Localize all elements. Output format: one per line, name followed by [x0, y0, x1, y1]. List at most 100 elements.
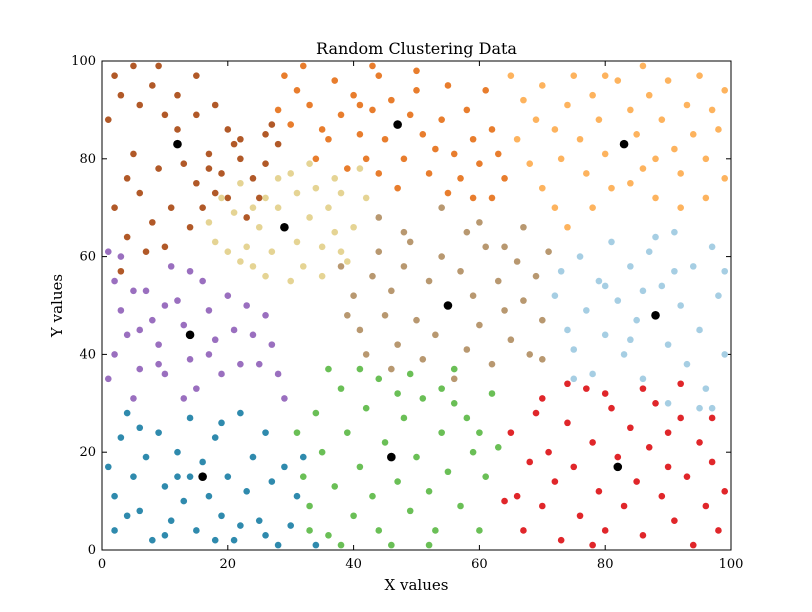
centroid-marker-cluster-4 [280, 222, 289, 232]
data-point-cluster-8 [211, 536, 219, 544]
data-point-cluster-8 [218, 512, 225, 520]
data-point-cluster-5 [406, 238, 414, 246]
data-point-cluster-7 [268, 341, 276, 348]
data-point-cluster-2 [444, 82, 452, 89]
data-point-cluster-2 [287, 121, 295, 128]
data-point-cluster-2 [375, 170, 383, 177]
data-point-cluster-5 [501, 243, 508, 251]
data-point-cluster-4 [306, 160, 313, 167]
data-point-cluster-1 [224, 126, 232, 133]
data-point-cluster-8 [167, 517, 175, 524]
data-point-cluster-7 [186, 267, 194, 275]
data-point-cluster-7 [224, 292, 232, 300]
data-point-cluster-4 [218, 194, 225, 202]
data-point-cluster-4 [237, 258, 244, 265]
data-point-cluster-5 [381, 311, 389, 319]
data-point-cluster-2 [356, 131, 364, 138]
data-point-cluster-10 [564, 380, 571, 388]
centroid-marker-cluster-2 [393, 120, 402, 129]
data-point-cluster-9 [476, 527, 483, 534]
data-point-cluster-2 [344, 165, 351, 172]
data-point-cluster-1 [230, 140, 238, 148]
data-point-cluster-10 [652, 400, 659, 407]
data-point-cluster-3 [520, 96, 527, 104]
data-point-cluster-6 [633, 316, 640, 324]
data-point-cluster-4 [268, 248, 276, 256]
data-point-cluster-3 [702, 194, 710, 202]
data-point-cluster-1 [205, 150, 213, 158]
data-point-cluster-3 [601, 150, 609, 158]
data-point-cluster-2 [501, 175, 508, 182]
data-point-cluster-6 [721, 267, 729, 275]
data-point-cluster-5 [356, 326, 364, 334]
data-point-cluster-5 [344, 311, 351, 319]
data-point-cluster-10 [639, 385, 647, 392]
centroid-marker-cluster-9 [387, 452, 396, 462]
data-point-cluster-1 [167, 204, 175, 211]
data-point-cluster-1 [136, 101, 144, 109]
x-tick-label: 20 [220, 557, 237, 572]
data-point-cluster-1 [199, 204, 206, 211]
data-point-cluster-1 [104, 116, 112, 123]
data-point-cluster-4 [293, 189, 301, 197]
data-point-cluster-4 [331, 228, 339, 236]
data-point-cluster-9 [312, 409, 320, 417]
data-point-cluster-3 [513, 135, 521, 143]
data-point-cluster-8 [205, 492, 213, 500]
data-point-cluster-6 [696, 326, 703, 334]
data-point-cluster-8 [249, 453, 257, 461]
data-point-cluster-10 [570, 463, 578, 471]
data-point-cluster-5 [457, 267, 464, 275]
data-point-cluster-7 [237, 360, 244, 368]
data-point-cluster-6 [664, 400, 672, 407]
data-point-cluster-6 [570, 375, 578, 383]
data-point-cluster-5 [375, 248, 383, 256]
data-point-cluster-3 [683, 101, 691, 109]
data-point-cluster-9 [494, 444, 502, 451]
data-point-cluster-8 [237, 522, 244, 529]
data-point-cluster-9 [413, 453, 420, 461]
data-point-cluster-5 [539, 316, 546, 324]
data-point-cluster-8 [312, 541, 320, 549]
data-point-cluster-1 [117, 91, 125, 99]
data-point-cluster-9 [444, 468, 452, 476]
data-point-cluster-10 [520, 527, 527, 534]
data-point-cluster-4 [325, 204, 332, 211]
data-point-cluster-8 [274, 541, 282, 549]
data-point-cluster-1 [193, 111, 200, 119]
data-point-cluster-9 [375, 375, 383, 383]
data-point-cluster-3 [658, 116, 666, 123]
data-point-cluster-6 [564, 326, 571, 334]
data-point-cluster-7 [167, 263, 175, 270]
data-point-cluster-4 [249, 263, 257, 270]
data-point-cluster-1 [136, 189, 144, 197]
data-point-cluster-2 [488, 194, 496, 202]
data-point-cluster-3 [664, 77, 672, 84]
data-point-cluster-5 [400, 228, 408, 236]
data-point-cluster-5 [520, 223, 527, 231]
data-point-cluster-10 [702, 502, 710, 510]
data-point-cluster-1 [262, 160, 269, 167]
data-point-cluster-3 [652, 194, 659, 202]
data-point-cluster-9 [356, 463, 364, 471]
data-point-cluster-10 [721, 488, 729, 495]
data-point-cluster-8 [123, 512, 131, 520]
data-point-cluster-6 [671, 228, 678, 236]
data-point-cluster-7 [249, 331, 257, 339]
data-point-cluster-3 [633, 131, 640, 138]
data-point-cluster-4 [356, 165, 364, 172]
y-tick-label: 60 [79, 250, 96, 265]
data-point-cluster-2 [331, 77, 339, 84]
data-point-cluster-3 [715, 126, 722, 133]
data-point-cluster-2 [375, 72, 383, 79]
data-point-cluster-9 [337, 541, 345, 549]
data-point-cluster-2 [463, 106, 471, 114]
data-point-cluster-10 [595, 488, 603, 495]
data-point-cluster-2 [488, 126, 496, 133]
data-point-cluster-4 [337, 248, 345, 256]
data-point-cluster-3 [696, 72, 703, 79]
data-point-cluster-2 [369, 62, 376, 70]
data-point-cluster-1 [130, 150, 137, 158]
y-tick-label: 100 [71, 54, 96, 69]
data-point-cluster-10 [677, 414, 684, 422]
